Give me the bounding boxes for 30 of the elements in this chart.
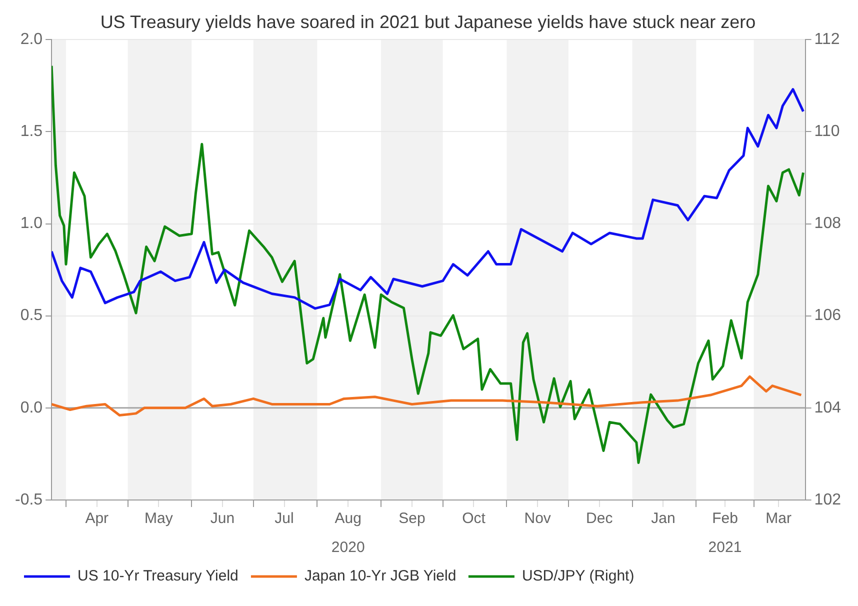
y-tick-label: -0.5 xyxy=(14,491,43,508)
x-tick-label: Mar xyxy=(766,510,792,528)
y2-tick-label: 110 xyxy=(814,123,840,140)
x-tick-label: Apr xyxy=(85,510,109,528)
y2-tick-label: 104 xyxy=(814,399,842,416)
y2-tick-label: 112 xyxy=(814,31,840,48)
x-tick-label: Oct xyxy=(462,510,486,528)
chart-title: US Treasury yields have soared in 2021 but Japanese yields have stuck near zero xyxy=(100,12,756,32)
x-tick-label: Sep xyxy=(398,510,426,528)
y-tick-label: 2.0 xyxy=(20,31,43,48)
x-tick-label: May xyxy=(144,510,174,528)
x-tick-label: Nov xyxy=(524,510,552,528)
legend-label: USD/JPY (Right) xyxy=(522,568,634,585)
y2-tick-label: 108 xyxy=(814,215,842,232)
legend-label: Japan 10-Yr JGB Yield xyxy=(304,568,456,585)
y-tick-label: 0.5 xyxy=(20,307,43,324)
y-tick-label: 1.5 xyxy=(20,123,43,140)
x-tick-label: Aug xyxy=(334,510,362,528)
x-tick-label: Jun xyxy=(210,510,235,528)
x-tick-label: Jan xyxy=(651,510,676,528)
y2-tick-label: 106 xyxy=(814,307,842,324)
x2-tick-label: 2021 xyxy=(708,539,742,556)
x2-tick-label: 2020 xyxy=(331,539,365,556)
y-tick-label: 0.0 xyxy=(20,399,43,416)
y-tick-label: 1.0 xyxy=(20,215,43,232)
y2-tick-label: 102 xyxy=(814,491,842,508)
x-tick-label: Jul xyxy=(274,510,294,528)
legend-label: US 10-Yr Treasury Yield xyxy=(78,568,238,585)
x-tick-label: Feb xyxy=(712,510,738,528)
x-tick-label: Dec xyxy=(586,510,614,528)
